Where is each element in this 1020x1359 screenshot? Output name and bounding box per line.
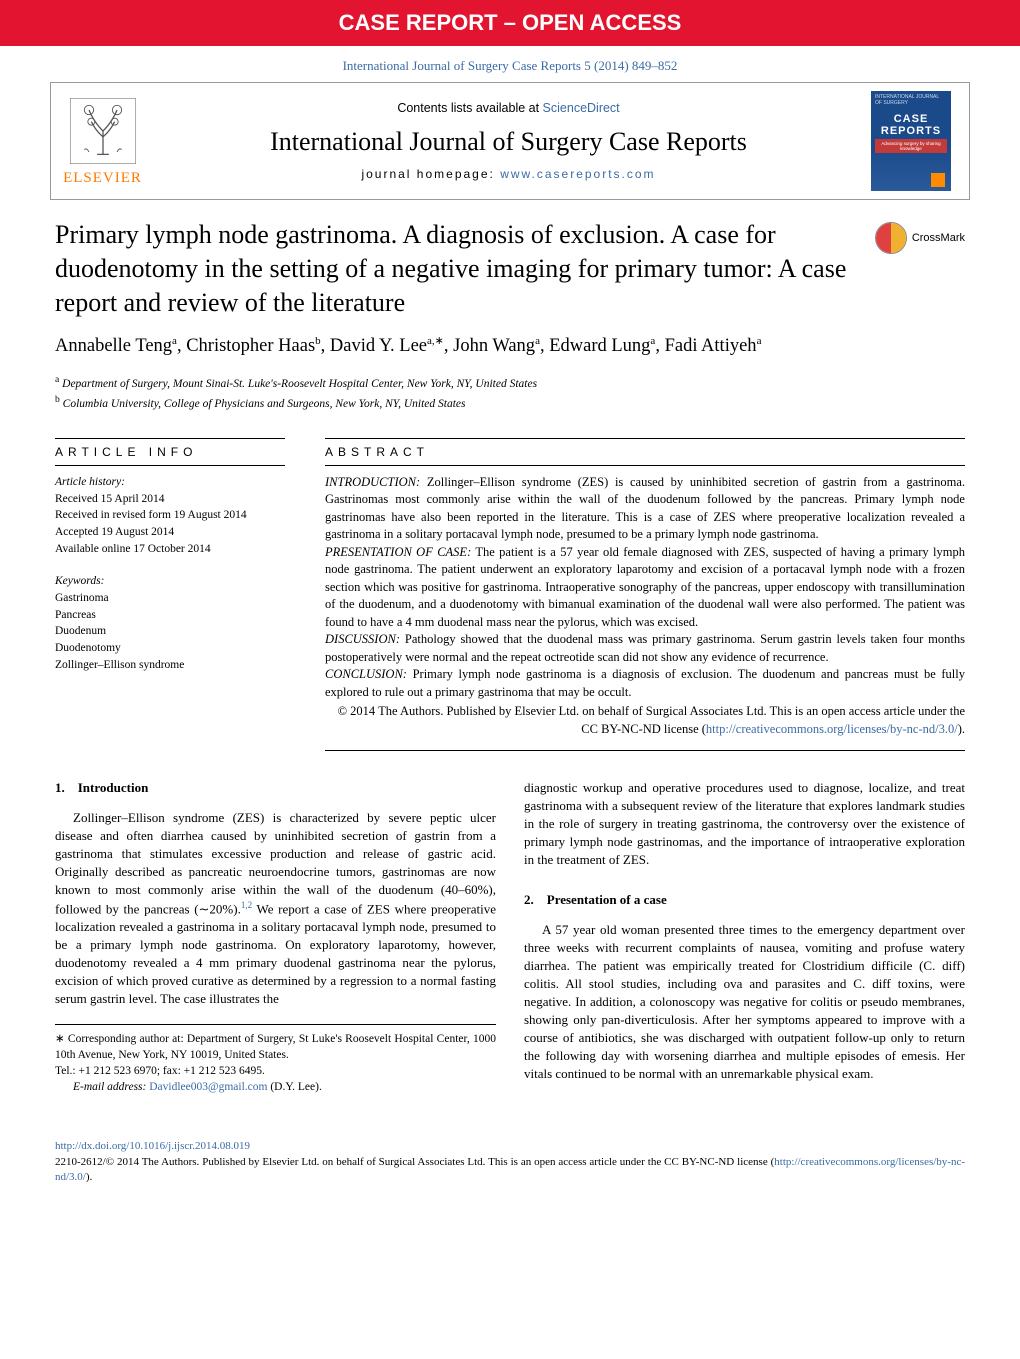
affiliations: a Department of Surgery, Mount Sinai-St.… (55, 373, 965, 413)
history-received: Received 15 April 2014 (55, 491, 285, 508)
history-online: Available online 17 October 2014 (55, 541, 285, 558)
abstract-heading: ABSTRACT (325, 438, 965, 465)
keyword: Zollinger–Ellison syndrome (55, 657, 285, 674)
history-accepted: Accepted 19 August 2014 (55, 524, 285, 541)
doi-link[interactable]: http://dx.doi.org/10.1016/j.ijscr.2014.0… (55, 1140, 250, 1152)
section-2-heading: 2. Presentation of a case (524, 891, 965, 909)
abstract-intro-label: INTRODUCTION: (325, 475, 420, 489)
article-title: Primary lymph node gastrinoma. A diagnos… (55, 218, 875, 319)
author-list: Annabelle Tenga, Christopher Haasb, Davi… (55, 331, 965, 362)
keyword: Pancreas (55, 607, 285, 624)
section-2-para: A 57 year old woman presented three time… (524, 921, 965, 1082)
homepage-line: journal homepage: www.casereports.com (164, 167, 853, 181)
elsevier-wordmark: ELSEVIER (63, 170, 142, 187)
abstract-discussion-label: DISCUSSION: (325, 632, 400, 646)
journal-name: International Journal of Surgery Case Re… (164, 127, 853, 157)
abstract-case-label: PRESENTATION OF CASE: (325, 545, 471, 559)
history-heading: Article history: (55, 474, 285, 491)
corr-author-text: ∗ Corresponding author at: Department of… (55, 1031, 496, 1063)
affiliation-a: Department of Surgery, Mount Sinai-St. L… (62, 378, 537, 390)
section-1-para: Zollinger–Ellison syndrome (ZES) is char… (55, 809, 496, 1008)
body-text-columns: 1. Introduction Zollinger–Ellison syndro… (55, 779, 965, 1095)
cover-subtitle: INTERNATIONAL JOURNAL OF SURGERY (875, 95, 947, 106)
open-access-banner: CASE REPORT – OPEN ACCESS (0, 0, 1020, 46)
citation-ref-1-2[interactable]: 1,2 (241, 900, 252, 910)
citation-line: International Journal of Surgery Case Re… (0, 46, 1020, 82)
journal-cover: INTERNATIONAL JOURNAL OF SURGERY CASE RE… (871, 91, 951, 191)
s1-text-c: diagnostic workup and operative procedur… (524, 779, 965, 869)
affiliation-b: Columbia University, College of Physicia… (63, 398, 466, 410)
abstract-conclusion-text: Primary lymph node gastrinoma is a diagn… (325, 667, 965, 699)
contents-list-line: Contents lists available at ScienceDirec… (164, 101, 853, 115)
history-revised: Received in revised form 19 August 2014 (55, 507, 285, 524)
corr-author-tel: Tel.: +1 212 523 6970; fax: +1 212 523 6… (55, 1063, 496, 1079)
journal-cover-block: INTERNATIONAL JOURNAL OF SURGERY CASE RE… (863, 83, 969, 199)
cover-tagline: Advancing surgery by sharing knowledge (875, 139, 947, 153)
abstract-discussion-text: Pathology showed that the duodenal mass … (325, 632, 965, 664)
elsevier-logo-block: ELSEVIER (51, 83, 154, 199)
crossmark-label: CrossMark (912, 232, 965, 244)
keyword: Duodenotomy (55, 640, 285, 657)
cover-title: CASE REPORTS (875, 113, 947, 137)
keywords-heading: Keywords: (55, 573, 285, 590)
section-1-heading: 1. Introduction (55, 779, 496, 797)
abstract-body: INTRODUCTION: Zollinger–Ellison syndrome… (325, 465, 965, 739)
article-info-heading: ARTICLE INFO (55, 438, 285, 465)
footer-close: ). (86, 1171, 92, 1183)
keyword: Gastrinoma (55, 590, 285, 607)
license-link[interactable]: http://creativecommons.org/licenses/by-n… (706, 722, 958, 736)
corr-author-email[interactable]: Davidlee003@gmail.com (149, 1081, 267, 1093)
homepage-link[interactable]: www.casereports.com (500, 167, 655, 181)
crossmark-icon (875, 222, 907, 254)
cover-badge (931, 173, 945, 187)
journal-header: ELSEVIER Contents lists available at Sci… (50, 82, 970, 200)
article-history: Article history: Received 15 April 2014 … (55, 465, 285, 557)
s1-text-b: We report a case of ZES where preoperati… (55, 901, 496, 1006)
homepage-label: journal homepage: (361, 167, 500, 181)
page-footer: http://dx.doi.org/10.1016/j.ijscr.2014.0… (55, 1139, 965, 1185)
email-label: E-mail address: (73, 1081, 149, 1093)
corresponding-author-footnote: ∗ Corresponding author at: Department of… (55, 1024, 496, 1095)
sciencedirect-link[interactable]: ScienceDirect (543, 101, 620, 115)
footer-copyright-text: 2210-2612/© 2014 The Authors. Published … (55, 1156, 774, 1168)
abstract-copyright: © 2014 The Authors. Published by Elsevie… (325, 703, 965, 738)
abstract-intro-text: Zollinger–Ellison syndrome (ZES) is caus… (325, 475, 965, 542)
abstract-conclusion-label: CONCLUSION: (325, 667, 407, 681)
crossmark-badge[interactable]: CrossMark (875, 222, 965, 254)
contents-prefix: Contents lists available at (397, 101, 542, 115)
email-suffix: (D.Y. Lee). (267, 1081, 321, 1093)
copyright-close: ). (958, 722, 965, 736)
elsevier-tree-icon (68, 96, 138, 166)
abstract-rule (325, 750, 965, 751)
keyword: Duodenum (55, 623, 285, 640)
keywords-block: Keywords: Gastrinoma Pancreas Duodenum D… (55, 573, 285, 673)
